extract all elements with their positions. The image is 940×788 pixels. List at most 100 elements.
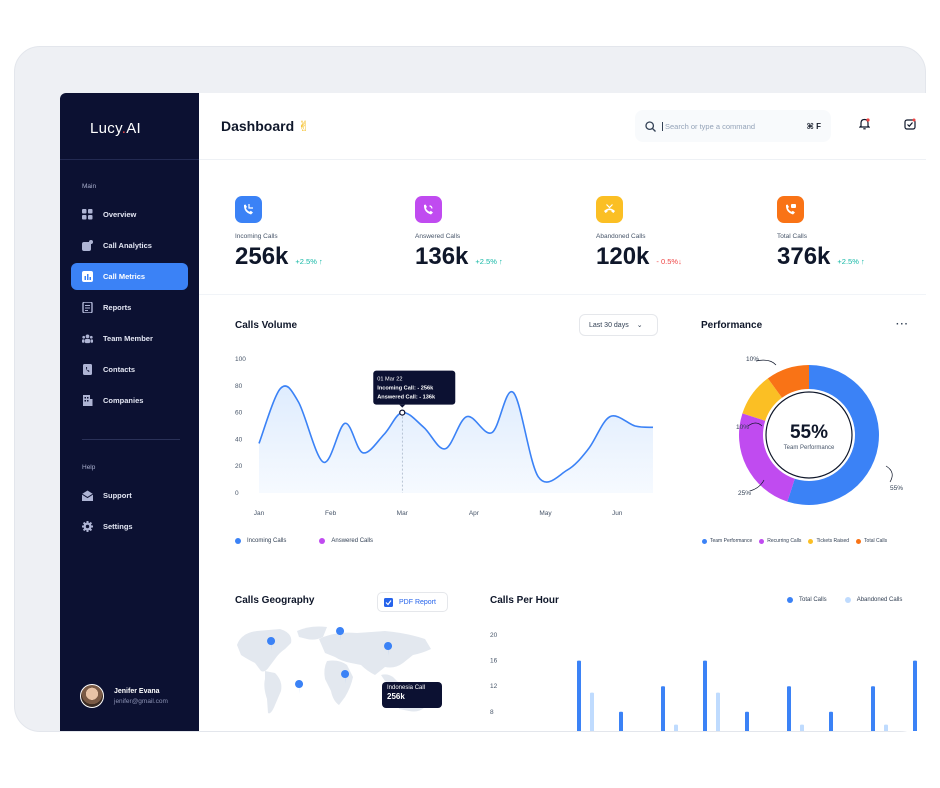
grid-icon: [82, 209, 93, 220]
legend-item-tickets-raised: Tickets Raised: [816, 538, 850, 544]
tooltip-title: Indonesia Call: [387, 685, 426, 691]
legend-dot: [235, 538, 241, 544]
legend-dot: [702, 538, 707, 544]
bar-icon: [82, 271, 93, 282]
search-input[interactable]: Search or type a command ⌘ F: [635, 110, 831, 142]
pdf-icon: [384, 597, 393, 607]
gear-icon: [82, 521, 93, 532]
performance-donut-chart: 55% Team Performance 10% 10% 25% 55%: [736, 356, 903, 505]
x-tick-label: Jun: [612, 510, 623, 517]
x-tick-label: Apr: [469, 510, 480, 517]
phone-book-icon: [82, 364, 93, 375]
header-divider: [199, 159, 926, 160]
section-label-help: Help: [82, 464, 96, 471]
legend-item-team-performance: Team Performance: [710, 538, 753, 544]
avatar[interactable]: [80, 684, 104, 708]
series-line-incoming: [258, 385, 654, 483]
stat-change: +2.5% ↑: [475, 257, 503, 266]
bar-abandoned-calls: [884, 724, 888, 731]
bar-total-calls: [787, 686, 791, 731]
tasks-button[interactable]: [896, 112, 924, 140]
volume-tooltip: 01 Mar 22 Incoming Call: - 256k Answered C…: [373, 370, 456, 408]
stat-incoming-calls: Incoming Calls 256k +2.5% ↑: [235, 196, 323, 271]
legend-dot: [856, 538, 862, 544]
donut-center-value: 55%: [790, 422, 828, 443]
y-tick-label: 8: [490, 709, 494, 716]
x-tick-label: Feb: [325, 510, 337, 517]
team-icon: [82, 333, 93, 344]
callout-arrow: [885, 465, 893, 483]
bar-total-calls: [871, 686, 875, 731]
bar-total-calls: [577, 660, 581, 731]
abandoned-call-icon: [596, 196, 623, 223]
tooltip-line: 01 Mar 22: [377, 377, 402, 383]
sidebar-item-support[interactable]: Support: [71, 482, 188, 509]
legend-dot: [759, 538, 765, 544]
y-tick-label: 80: [235, 383, 243, 390]
x-tick-label: Jan: [254, 510, 265, 517]
sidebar-item-label: Reports: [103, 303, 132, 312]
donut-callout: 25%: [738, 490, 751, 497]
performance-legend: Team Performance Recurring Calls Tickets…: [702, 538, 887, 544]
sidebar-item-reports[interactable]: Reports: [71, 294, 188, 321]
range-select[interactable]: Last 30 days ⌄: [579, 314, 658, 336]
legend-dot: [319, 538, 326, 544]
bar-total-calls: [619, 711, 623, 731]
donut-center-label: Team Performance: [784, 445, 835, 451]
calls-per-hour-chart: 20 16 12 8: [490, 632, 917, 731]
calls-volume-legend: Incoming Calls Answered Calls: [235, 538, 373, 544]
stat-label: Incoming Calls: [235, 233, 278, 240]
y-tick-label: 0: [235, 490, 239, 497]
sidebar: Lucy.AI Main Overview Call Analytics Cal…: [60, 93, 199, 731]
donut-callout: 55%: [890, 485, 903, 492]
stat-label: Abandoned Calls: [596, 233, 646, 240]
check-icon: [904, 117, 916, 135]
app-logo[interactable]: Lucy.AI: [90, 120, 142, 137]
more-options-icon[interactable]: ···: [896, 319, 909, 330]
y-tick-label: 20: [235, 463, 243, 470]
calls-per-hour-title: Calls Per Hour: [490, 595, 559, 606]
callout-arrow: [749, 479, 765, 492]
stat-answered-calls: Answered Calls 136k +2.5% ↑: [415, 196, 503, 271]
sidebar-separator: [82, 439, 180, 440]
bar-total-calls: [703, 660, 707, 731]
search-icon: [645, 120, 656, 132]
user-profile[interactable]: Jenifer Evana jenifer@gmail.com: [80, 684, 168, 708]
sidebar-item-companies[interactable]: Companies: [71, 387, 188, 414]
sidebar-divider: [60, 159, 199, 160]
answered-call-icon: [415, 196, 442, 223]
bar-total-calls: [913, 660, 917, 731]
calls-volume-chart: 100 80 60 40 20 0 Jan Feb Mar Apr May Jun 01 Mar 22 I…: [235, 356, 654, 517]
sidebar-item-call-analytics[interactable]: Call Analytics: [71, 232, 188, 259]
legend-item-total-calls: Total Calls: [864, 538, 888, 544]
sidebar-item-team-member[interactable]: Team Member: [71, 325, 188, 352]
donut-callout: 10%: [746, 356, 759, 363]
bar-abandoned-calls: [674, 724, 678, 731]
area-fill: [259, 385, 653, 493]
donut-slice: [767, 365, 809, 398]
stat-change: +2.5% ↑: [837, 257, 865, 266]
stats-divider: [199, 294, 926, 295]
sidebar-item-contacts[interactable]: Contacts: [71, 356, 188, 383]
sidebar-item-overview[interactable]: Overview: [71, 201, 188, 228]
bar-abandoned-calls: [800, 724, 804, 731]
callout-arrow: [747, 422, 763, 427]
user-name: Jenifer Evana: [114, 687, 160, 695]
section-label-main: Main: [82, 183, 97, 190]
tooltip-line: Incoming Call: - 256k: [377, 386, 434, 392]
notification-button[interactable]: [850, 112, 878, 140]
world-map: [237, 626, 431, 714]
legend-item-abandoned-calls: Abandoned Calls: [856, 597, 903, 603]
pdf-report-button[interactable]: PDF Report: [377, 592, 448, 612]
sidebar-item-settings[interactable]: Settings: [71, 513, 188, 540]
sidebar-item-call-metrics[interactable]: Call Metrics: [71, 263, 188, 290]
y-tick-label: 40: [235, 436, 243, 443]
bar-total-calls: [745, 711, 749, 731]
sidebar-item-label: Call Metrics: [103, 272, 146, 281]
geography-tooltip: Indonesia Call 256k: [382, 682, 442, 708]
legend-item-total-calls: Total Calls: [799, 597, 827, 603]
x-tick-label: Mar: [397, 510, 409, 517]
user-email: jenifer@gmail.com: [114, 697, 168, 705]
donut-slice: [742, 378, 782, 421]
stat-total-calls: Total Calls 376k +2.5% ↑: [777, 196, 865, 271]
